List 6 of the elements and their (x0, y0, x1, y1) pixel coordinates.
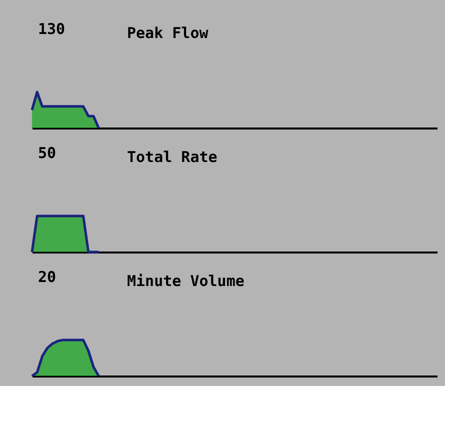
chart-title: Total Rate (127, 148, 218, 166)
text: 20 (38, 268, 56, 286)
text: 50 (38, 144, 56, 162)
text: 130 (38, 20, 66, 38)
chart-title: Peak Flow (127, 24, 210, 42)
chart-title: Minute Volume (127, 272, 244, 290)
